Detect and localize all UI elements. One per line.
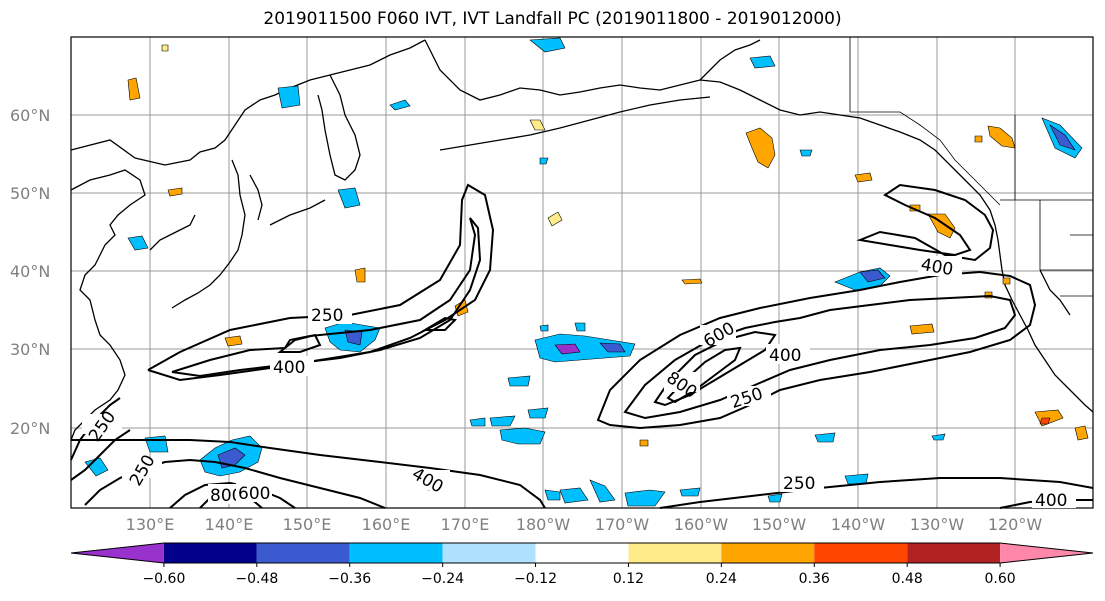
latitude-labels: 60°N 50°N 40°N 30°N 20°N [10, 106, 50, 438]
map-title: 2019011500 F060 IVT, IVT Landfall PC (20… [263, 9, 842, 29]
lon-label: 160°W [674, 515, 729, 534]
colorbar-tick-label: 0.36 [799, 571, 830, 587]
contour-label-250-west: 250 [311, 306, 343, 326]
lat-label: 50°N [10, 184, 50, 203]
contour-label-800-sw: 800 [210, 486, 242, 506]
contour-label-400-se: 400 [1035, 491, 1067, 511]
colorbar-tick-label: 0.12 [613, 571, 644, 587]
colorbar-tick-label: −0.60 [142, 571, 185, 587]
lon-label: 160°E [362, 515, 411, 534]
colorbar-swatch [535, 543, 629, 563]
colorbar-swatch [628, 543, 722, 563]
lon-label: 120°W [988, 515, 1043, 534]
lon-label: 140°E [205, 515, 254, 534]
contour-label-400-ne: 400 [919, 255, 954, 280]
colorbar-swatch [1000, 543, 1093, 563]
colorbar-swatch [907, 543, 1001, 563]
lon-label: 130°W [910, 515, 965, 534]
political-borders [849, 37, 1093, 297]
lat-label: 40°N [10, 262, 50, 281]
colorbar-tick-label: −0.12 [514, 571, 557, 587]
lon-label: 130°E [126, 515, 175, 534]
ivt-contours [70, 183, 1094, 509]
lat-label: 60°N [10, 106, 50, 125]
contour-label-250-se: 250 [783, 474, 815, 494]
lon-label: 180°W [516, 515, 571, 534]
contour-label-600-sw: 600 [238, 484, 270, 504]
colorbar-tick-label: 0.60 [985, 571, 1016, 587]
colorbar-swatch [71, 543, 164, 563]
colorbar-swatch [721, 543, 815, 563]
colorbar-swatch [163, 543, 257, 563]
lon-label: 150°E [283, 515, 332, 534]
lon-label: 150°W [752, 515, 807, 534]
colorbar-tick-label: −0.24 [421, 571, 464, 587]
lat-label: 30°N [10, 340, 50, 359]
colorbar-tick-label: −0.36 [328, 571, 371, 587]
colorbar-swatch [442, 543, 536, 563]
lon-label: 170°E [441, 515, 490, 534]
colorbar-tick-label: −0.48 [235, 571, 278, 587]
colorbar-swatch [256, 543, 350, 563]
map-frame [70, 36, 1094, 509]
colorbar-swatch [349, 543, 443, 563]
colorbar: −0.60 −0.48 −0.36 −0.24 −0.12 0.12 0.24 0.36 0.4… [70, 542, 1094, 587]
longitude-labels: 130°E 140°E 150°E 160°E 170°E 180°W 170°… [126, 515, 1043, 534]
colorbar-swatch [814, 543, 908, 563]
coastlines [70, 39, 1094, 441]
lon-label: 140°W [831, 515, 886, 534]
negative-pc-patches [84, 37, 1083, 507]
colorbar-tick-label: 0.48 [892, 571, 923, 587]
colorbar-tick-label: 0.24 [706, 571, 737, 587]
lat-label: 20°N [10, 419, 50, 438]
lon-label: 170°W [595, 515, 650, 534]
contour-label-400-east: 400 [769, 346, 801, 366]
contour-label-400-west: 400 [273, 358, 305, 378]
